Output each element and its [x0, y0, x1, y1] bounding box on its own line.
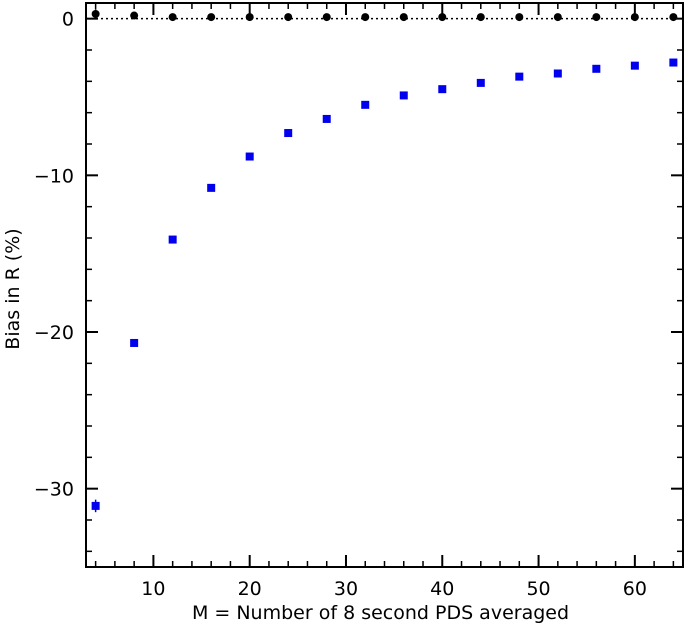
- data-point-circle: [669, 13, 678, 22]
- y-tick-label: −30: [34, 479, 74, 501]
- data-point-square: [630, 61, 639, 70]
- data-point-square: [669, 58, 678, 67]
- tick-labels: 10 20 30 40 50 60 0 −10 −20 −30: [34, 9, 647, 600]
- data-point-circle: [438, 13, 447, 22]
- data-point-square: [322, 114, 331, 123]
- x-tick-label: 10: [141, 578, 165, 600]
- data-point-circle: [476, 13, 485, 22]
- data-point-circle: [361, 13, 370, 22]
- data-point-circle: [399, 13, 408, 22]
- x-tick-label: 50: [526, 578, 550, 600]
- data-point-square: [515, 72, 524, 81]
- y-tick-label: −10: [34, 165, 74, 187]
- data-point-square: [168, 235, 177, 244]
- data-point-square: [476, 78, 485, 87]
- data-point-square: [207, 183, 216, 192]
- minor-ticks: [86, 3, 683, 567]
- data-point-circle: [630, 13, 639, 22]
- major-ticks: [86, 3, 683, 567]
- data-point-square: [438, 85, 447, 94]
- data-point-circle: [592, 13, 601, 22]
- data-point-circle: [515, 13, 524, 22]
- x-tick-label: 30: [334, 578, 358, 600]
- data-point-square: [553, 69, 562, 78]
- x-tick-label: 60: [623, 578, 647, 600]
- data-point-circle: [284, 13, 293, 22]
- data-point-square: [130, 338, 139, 347]
- x-axis-label: M = Number of 8 second PDS averaged: [192, 602, 569, 624]
- data-point-circle: [322, 13, 331, 22]
- data-point-square: [284, 129, 293, 138]
- data-point-square: [361, 100, 370, 109]
- data-point-square: [399, 91, 408, 100]
- data-point-circle: [168, 13, 177, 22]
- x-tick-label: 40: [430, 578, 454, 600]
- x-tick-label: 20: [238, 578, 262, 600]
- data-point-square: [91, 501, 100, 510]
- data-point-circle: [91, 9, 100, 18]
- data-points: [91, 9, 678, 513]
- plot-frame: [85, 2, 684, 568]
- y-axis-label: Bias in R (%): [2, 228, 24, 349]
- data-point-square: [245, 152, 254, 161]
- y-tick-label: −20: [34, 322, 74, 344]
- data-point-square: [592, 64, 601, 73]
- data-point-circle: [245, 13, 254, 22]
- y-tick-label: 0: [62, 9, 74, 31]
- data-point-circle: [130, 11, 139, 20]
- data-point-circle: [553, 13, 562, 22]
- data-point-circle: [207, 13, 216, 22]
